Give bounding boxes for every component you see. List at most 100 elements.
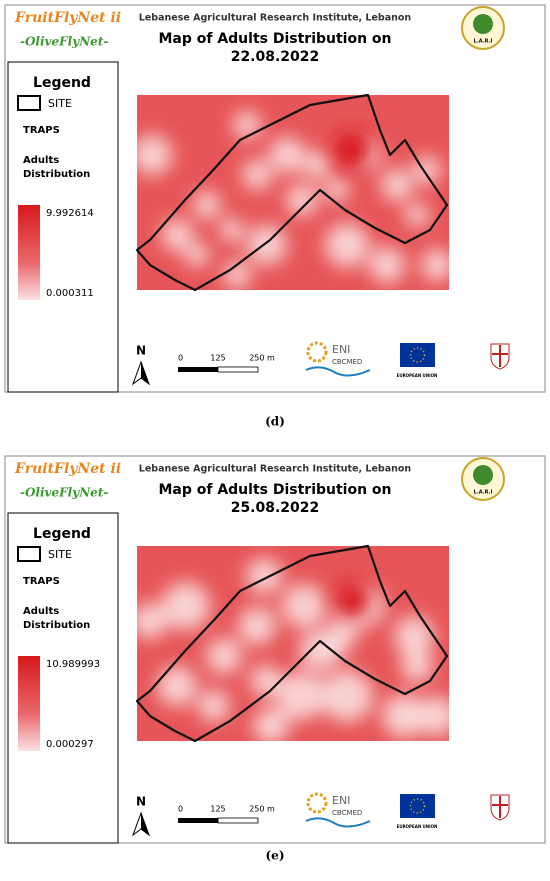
heat-blob <box>405 203 429 227</box>
heat-blob <box>247 225 287 265</box>
site-label: SITE <box>48 97 72 110</box>
eni-text: ENI <box>332 343 350 356</box>
heat-blob <box>325 223 369 267</box>
caption: (d) <box>265 415 285 429</box>
heat-blob <box>157 666 197 706</box>
logo-text: L.A.R.I <box>474 490 493 496</box>
logo-tree <box>473 14 493 34</box>
color-ramp <box>18 656 40 751</box>
heat-blob <box>394 616 434 656</box>
legend-title: Legend <box>33 75 91 91</box>
scale-bar-black <box>178 818 218 823</box>
panel: FruitFlyNet ii -OliveFlyNet- Lebanese Agri… <box>4 4 546 393</box>
heat-blob <box>242 160 272 190</box>
map-title: Map of Adults Distribution on <box>158 31 391 47</box>
traps-label: TRAPS <box>23 125 60 136</box>
heat-blob <box>185 243 209 267</box>
north-arrow-half <box>141 362 149 384</box>
heat-layer <box>137 546 449 741</box>
ramp-max: 9.992614 <box>46 208 94 219</box>
scale-label: 250 m <box>249 805 275 814</box>
heat-blob <box>381 169 413 201</box>
heat-blob <box>162 582 210 630</box>
heat-blob <box>325 178 349 202</box>
heat-layer <box>137 95 449 290</box>
eni-text: ENI <box>332 794 350 807</box>
heat-blob <box>303 151 331 179</box>
heat-blob <box>137 135 172 175</box>
heat-blob <box>321 670 373 722</box>
eu-text: EUROPEAN UNION <box>397 824 438 829</box>
legend-label: Adults <box>23 606 59 617</box>
heat-blob <box>417 696 449 736</box>
institute: Lebanese Agricultural Research Institute… <box>139 13 412 24</box>
heat-blob <box>161 219 193 251</box>
scale-label: 125 <box>210 354 225 363</box>
scale-bar-white <box>217 366 259 373</box>
heat-blob <box>421 249 449 281</box>
heat-blob <box>277 672 325 720</box>
heat-blob <box>246 558 282 594</box>
heat-blob <box>282 584 326 628</box>
scale-label: 0 <box>178 354 183 363</box>
legend-title: Legend <box>33 526 91 542</box>
institute: Lebanese Agricultural Research Institute… <box>139 464 412 475</box>
scale-bar-white <box>217 817 259 824</box>
map-title: Map of Adults Distribution on <box>158 482 391 498</box>
north-label: N <box>136 344 146 358</box>
hot-spot <box>334 132 370 168</box>
cbcmed-text: CBCMED <box>332 358 362 366</box>
eu-stars <box>409 347 426 363</box>
eu-flag <box>400 343 435 367</box>
heat-blob <box>286 184 318 216</box>
heat-blob <box>299 631 339 671</box>
eni-logo-mark <box>306 341 328 363</box>
traps-label: TRAPS <box>23 576 60 587</box>
heat-blob <box>223 261 251 289</box>
color-ramp <box>18 205 40 300</box>
heat-blob <box>369 247 405 283</box>
heat-blob <box>137 603 167 639</box>
eu-flag <box>400 794 435 818</box>
site-label: SITE <box>48 548 72 561</box>
ramp-max: 10.989993 <box>46 659 100 670</box>
heat-blob <box>233 111 261 139</box>
heat-blob <box>253 708 289 741</box>
north-arrow-half <box>141 813 149 835</box>
heat-blob <box>193 191 221 219</box>
panel: FruitFlyNet ii -OliveFlyNet- Lebanese Agri… <box>4 455 546 844</box>
north-label: N <box>136 795 146 809</box>
subtitle: -OliveFlyNet- <box>20 486 108 500</box>
eu-text: EUROPEAN UNION <box>397 373 438 378</box>
heat-map <box>135 93 449 292</box>
site-outline <box>135 544 449 743</box>
site-swatch <box>17 546 41 562</box>
eni-wave <box>305 817 371 828</box>
map-date: 22.08.2022 <box>231 49 320 65</box>
scale-label: 250 m <box>249 354 275 363</box>
heat-blob <box>250 665 282 697</box>
eni-wave <box>305 366 371 377</box>
hot-spot <box>334 583 370 619</box>
legend-label: Distribution <box>23 620 90 631</box>
eu-stars <box>409 798 426 814</box>
sardinia-cross <box>492 796 508 818</box>
legend-label: Distribution <box>23 169 90 180</box>
sardinia-cross <box>492 345 508 367</box>
scale-label: 125 <box>210 805 225 814</box>
heat-blob <box>220 218 244 242</box>
cbcmed-text: CBCMED <box>332 809 362 817</box>
brand: FruitFlyNet ii <box>14 10 121 26</box>
heat-map <box>135 544 449 743</box>
caption: (e) <box>266 849 285 863</box>
legend-label: Adults <box>23 155 59 166</box>
heat-blobs <box>137 111 449 289</box>
map-date: 25.08.2022 <box>231 500 320 516</box>
heat-blob <box>238 607 276 645</box>
brand: FruitFlyNet ii <box>14 461 121 477</box>
heat-blob <box>269 137 305 173</box>
heat-blob <box>382 694 426 738</box>
heat-blob <box>206 638 242 674</box>
scale-bar-black <box>178 367 218 372</box>
